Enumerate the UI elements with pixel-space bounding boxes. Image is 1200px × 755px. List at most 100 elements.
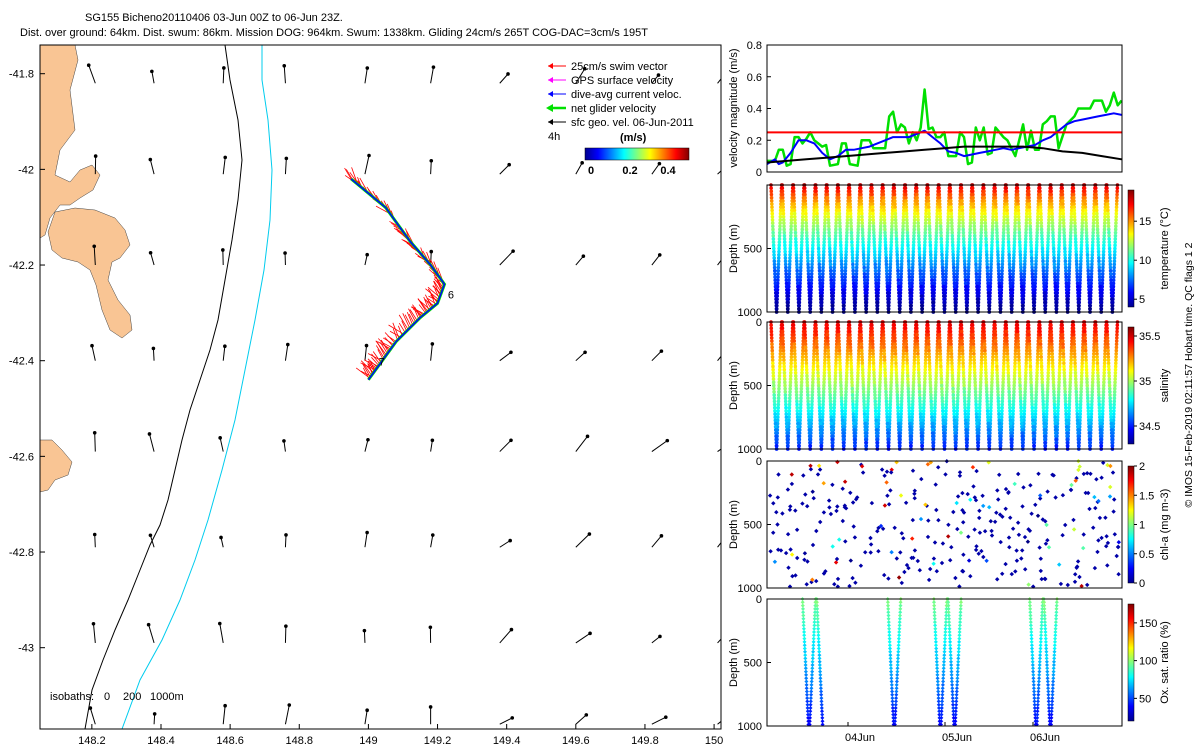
profile-dot (978, 406, 982, 410)
profile-dot (1057, 240, 1061, 244)
profile-dot (935, 358, 939, 362)
profile-dot (862, 387, 866, 391)
profile-dot (1061, 193, 1065, 197)
profile-dot (829, 263, 833, 267)
profile-dot (827, 215, 831, 219)
profile-dot (771, 228, 775, 232)
profile-dot (993, 190, 997, 194)
profile-dot (982, 196, 986, 200)
profile-dot (991, 355, 995, 359)
profile-dot (907, 263, 911, 267)
profile-dot (772, 256, 776, 260)
profile-dot (1099, 304, 1103, 308)
profile-dot (860, 218, 864, 222)
profile-dot (908, 285, 912, 289)
profile-dot (897, 278, 901, 282)
profile-dot (1110, 307, 1114, 311)
profile-dot (919, 415, 923, 419)
profile-dot (1031, 425, 1035, 429)
profile-dot (920, 431, 924, 435)
profile-dot (1027, 196, 1031, 200)
profile-dot (890, 377, 894, 381)
profile-dot (912, 377, 916, 381)
profile-dot (897, 282, 901, 286)
profile-dot (837, 205, 841, 209)
profile-dot (989, 396, 993, 400)
profile-dot (863, 422, 867, 426)
profile-dot (1018, 244, 1022, 248)
profile-dot (844, 393, 848, 397)
profile-dot (927, 346, 931, 350)
profile-dot (1027, 193, 1031, 197)
profile-dot (900, 387, 904, 391)
profile-dot (916, 202, 920, 206)
profile-dot (956, 259, 960, 263)
profile-dot (821, 263, 825, 267)
profile-dot (985, 244, 989, 248)
profile-dot (1025, 358, 1029, 362)
geo-arrow-head (92, 244, 96, 248)
profile-dot (1064, 269, 1068, 273)
profile-dot (804, 358, 808, 362)
isobath-value-200: 200 (123, 691, 141, 703)
profile-dot (1112, 263, 1116, 267)
profile-dot (934, 259, 938, 263)
profile-dot (851, 400, 855, 404)
profile-dot (938, 205, 942, 209)
profile-dot (982, 323, 986, 327)
profile-dot (946, 221, 950, 225)
profile-dot (860, 358, 864, 362)
profile-dot (818, 415, 822, 419)
profile-dot (774, 431, 778, 435)
profile-dot (994, 339, 998, 343)
profile-dot (1009, 288, 1013, 292)
profile-dot (796, 288, 800, 292)
profile-dot (949, 209, 953, 213)
profile-dot (904, 190, 908, 194)
profile-dot (1028, 221, 1032, 225)
profile-dot (1091, 234, 1095, 238)
profile-dot (945, 244, 949, 248)
profile-dot (803, 330, 807, 334)
profile-dot (797, 438, 801, 442)
profile-dot (928, 231, 932, 235)
profile-dot (859, 193, 863, 197)
profile-dot (893, 202, 897, 206)
profile-dot (967, 396, 971, 400)
profile-dot (844, 247, 848, 251)
profile-dot (975, 409, 979, 413)
profile-dot (939, 368, 943, 372)
profile-dot (823, 215, 827, 219)
geo-velocity-arrow (652, 536, 662, 547)
profile-dot (969, 352, 973, 356)
profile-dot (817, 400, 821, 404)
profile-dot (1107, 218, 1111, 222)
profile-dot (1080, 240, 1084, 244)
profile-dot (1103, 231, 1107, 235)
profile-dot (807, 425, 811, 429)
profile-dot (1002, 361, 1006, 365)
profile-dot (789, 381, 793, 385)
profile-dot (862, 403, 866, 407)
profile-dot (863, 275, 867, 279)
profile-dot (1095, 221, 1099, 225)
profile-dot (850, 371, 854, 375)
profile-dot (1016, 186, 1020, 190)
profile-dot (775, 307, 779, 311)
profile-dot (1031, 291, 1035, 295)
profile-dot (884, 390, 888, 394)
profile-dot (1065, 294, 1069, 298)
profile-dot (799, 390, 803, 394)
profile-dot (1081, 215, 1085, 219)
profile-dot (837, 209, 841, 213)
profile-dot (821, 406, 825, 410)
profile-dot (1039, 212, 1043, 216)
profile-dot (906, 368, 910, 372)
profile-dot (771, 231, 775, 235)
profile-dot (994, 199, 998, 203)
profile-dot (989, 269, 993, 273)
profile-dot (845, 224, 849, 228)
profile-dot (897, 431, 901, 435)
profile-dot (976, 431, 980, 435)
profile-dot (1005, 205, 1009, 209)
